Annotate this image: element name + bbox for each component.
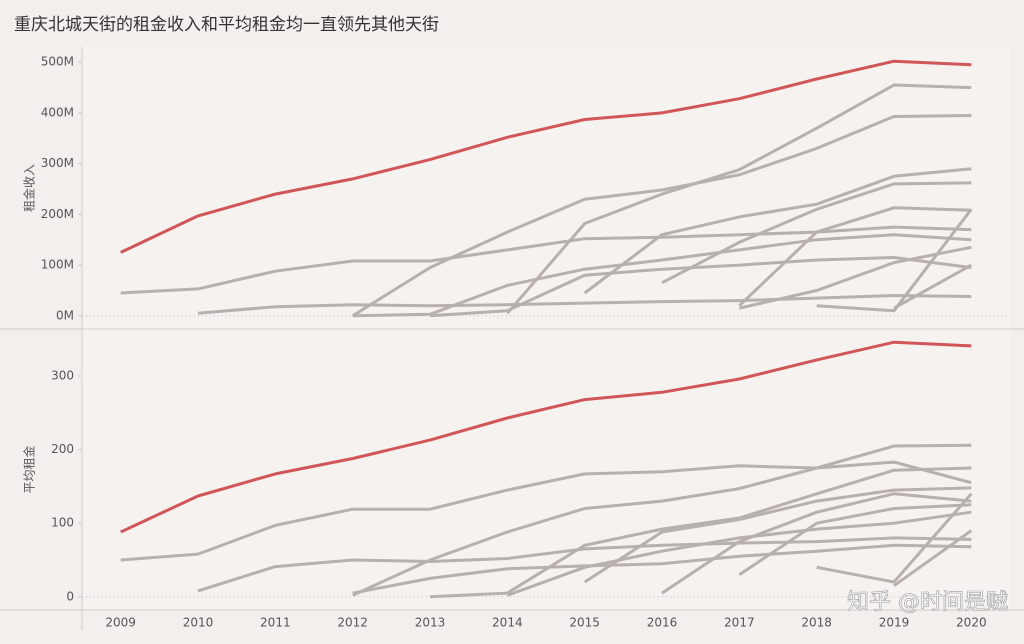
x-tick-label: 2014 [492,616,523,630]
x-tick-label: 2010 [183,616,214,630]
series-line [120,225,972,295]
series-line [583,167,972,295]
series-line [429,466,972,599]
series-line [893,263,973,310]
series-line [506,83,972,315]
series-line [197,536,972,593]
y-tick-label: 200 [51,442,74,456]
series-line [120,340,972,534]
y-axis-label: 租金收入 [22,164,37,212]
x-tick-label: 2020 [956,616,987,630]
series-line [583,486,972,584]
y-tick-label: 0M [56,308,74,322]
series-line [816,208,973,313]
x-tick-label: 2016 [647,616,678,630]
series-line [352,443,972,597]
series-line [120,460,972,562]
chart-title: 重庆北城天街的租金收入和平均租金均一直领先其他天街 [14,15,439,35]
series-line [120,59,972,254]
series-line [352,543,972,595]
series-line [197,294,972,315]
y-tick-label: 300M [41,156,74,170]
y-tick-label: 200M [41,207,74,221]
x-tick-label: 2013 [415,616,446,630]
x-tick-label: 2012 [337,616,368,630]
y-tick-label: 500M [41,55,74,69]
x-tick-label: 2015 [569,616,600,630]
series-line [661,181,972,285]
series-line [738,206,972,307]
x-tick-label: 2009 [105,616,136,630]
series-line [816,492,973,584]
y-tick-label: 100M [41,258,74,272]
x-tick-label: 2011 [260,616,291,630]
y-tick-label: 0 [66,589,74,603]
x-tick-label: 2017 [724,616,755,630]
x-tick-label: 2019 [879,616,910,630]
y-tick-label: 100 [51,516,74,530]
x-tick-label: 2018 [801,616,832,630]
y-tick-label: 300 [51,369,74,383]
y-axis-label: 平均租金 [22,445,37,493]
series-line [738,503,972,576]
y-tick-label: 400M [41,105,74,119]
watermark: 知乎 @时间是贼 [847,590,1008,615]
series-line [351,114,972,318]
